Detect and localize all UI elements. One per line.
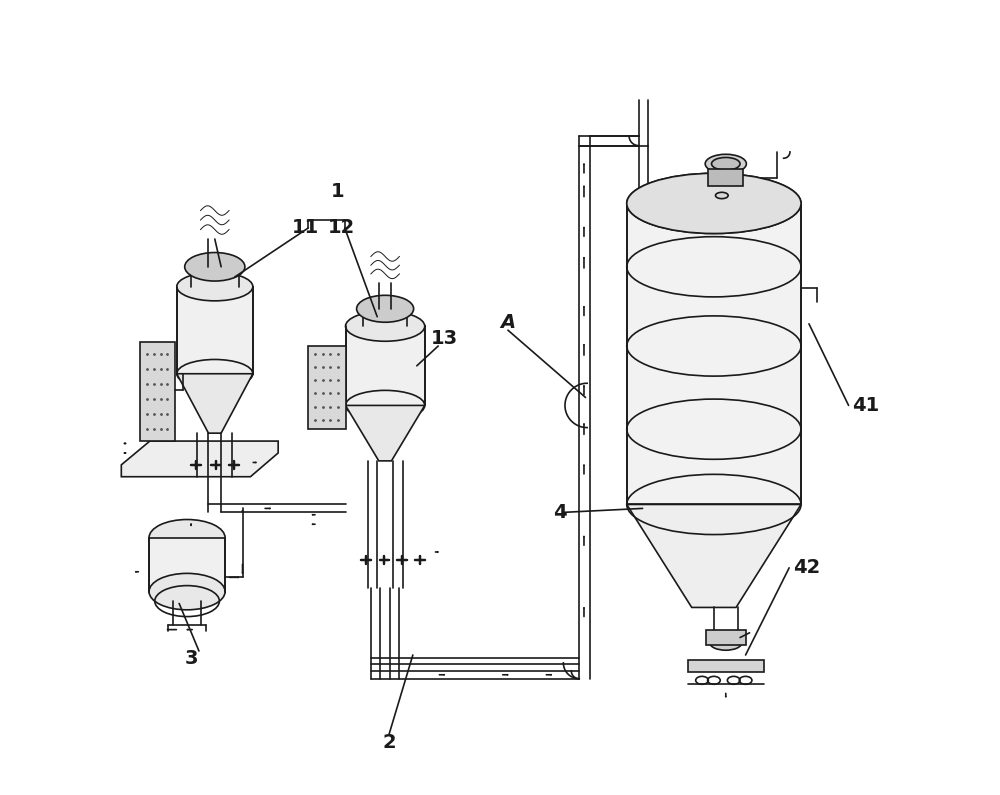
Polygon shape xyxy=(346,405,425,461)
Text: 3: 3 xyxy=(184,650,198,669)
Polygon shape xyxy=(149,537,225,591)
Text: 41: 41 xyxy=(853,396,880,415)
Ellipse shape xyxy=(149,573,225,610)
Ellipse shape xyxy=(149,519,225,556)
Ellipse shape xyxy=(715,192,728,199)
Text: 2: 2 xyxy=(382,733,396,751)
Bar xyxy=(708,169,743,186)
Text: 1: 1 xyxy=(331,182,344,201)
Bar xyxy=(688,660,764,673)
Polygon shape xyxy=(627,204,801,505)
Ellipse shape xyxy=(185,253,245,281)
Text: 42: 42 xyxy=(793,558,820,577)
Polygon shape xyxy=(177,374,253,433)
Text: 13: 13 xyxy=(431,328,458,347)
Ellipse shape xyxy=(346,390,425,421)
Ellipse shape xyxy=(627,173,801,234)
Ellipse shape xyxy=(363,298,407,319)
Bar xyxy=(706,630,746,646)
Ellipse shape xyxy=(177,273,253,301)
Text: 4: 4 xyxy=(553,503,566,522)
Text: A: A xyxy=(500,312,515,332)
Polygon shape xyxy=(346,326,425,405)
Ellipse shape xyxy=(710,636,742,650)
Text: 11: 11 xyxy=(292,218,320,237)
Ellipse shape xyxy=(357,295,414,322)
Polygon shape xyxy=(140,342,175,441)
Polygon shape xyxy=(121,441,278,477)
Ellipse shape xyxy=(705,154,746,173)
Polygon shape xyxy=(177,286,253,374)
Ellipse shape xyxy=(191,256,239,278)
Ellipse shape xyxy=(712,157,740,170)
Polygon shape xyxy=(627,505,801,607)
Text: 12: 12 xyxy=(328,218,355,237)
Ellipse shape xyxy=(177,359,253,388)
Polygon shape xyxy=(308,346,346,429)
Ellipse shape xyxy=(346,311,425,341)
